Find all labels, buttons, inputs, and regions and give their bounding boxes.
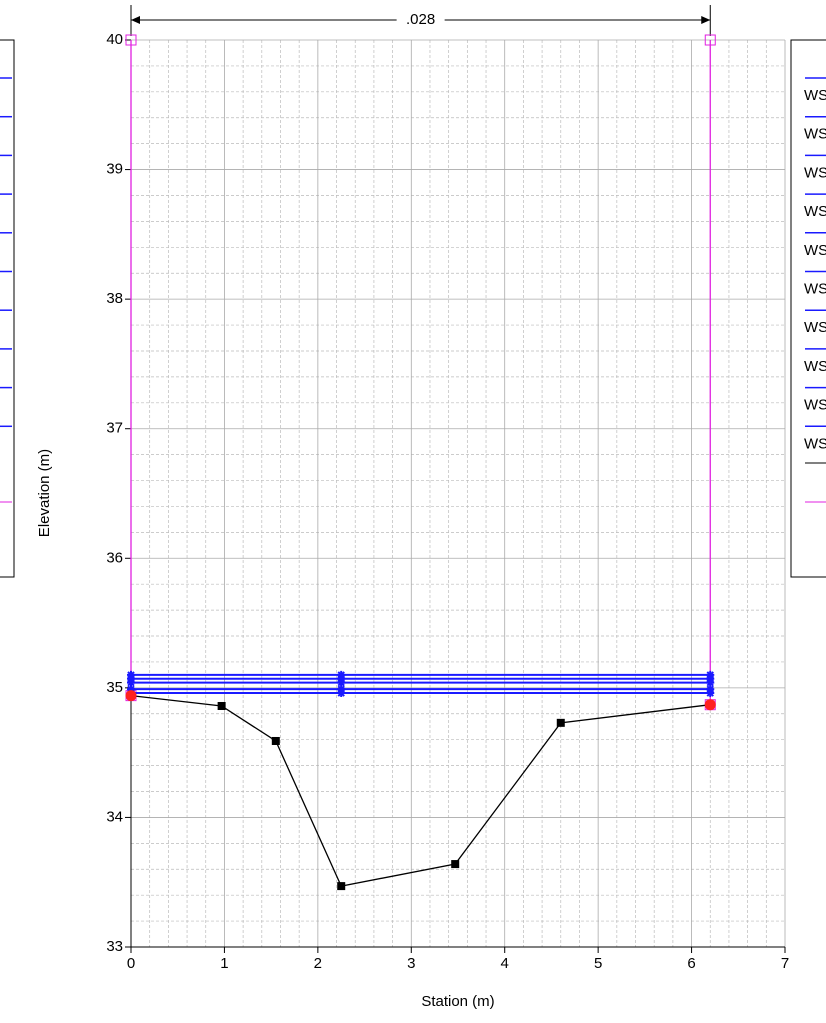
x-tick-label: 7	[781, 955, 789, 972]
x-tick-label: 0	[127, 955, 135, 972]
legend-label: WS	[804, 242, 826, 259]
point	[217, 701, 226, 710]
left-legend-box	[0, 39, 15, 578]
legend-label: WS	[804, 435, 826, 452]
x-tick-label: 6	[687, 955, 695, 972]
arrow-head	[701, 16, 711, 24]
legend-label: WS	[804, 87, 826, 104]
x-axis-label: Station (m)	[421, 993, 494, 1010]
point	[556, 718, 565, 727]
right-legend-box	[790, 39, 826, 578]
x-tick-label: 5	[594, 955, 602, 972]
point	[271, 736, 280, 745]
legend-label: WS	[804, 126, 826, 143]
x-tick-label: 4	[501, 955, 509, 972]
point	[706, 689, 715, 698]
point	[125, 34, 137, 46]
x-tick-label: 2	[314, 955, 322, 972]
point	[704, 699, 716, 711]
point	[337, 678, 346, 687]
point	[337, 689, 346, 698]
y-tick-label: 40	[106, 31, 123, 48]
point	[127, 678, 135, 687]
legend-label: WS	[804, 358, 826, 375]
legend-label: WS	[804, 319, 826, 336]
legend-label: WS	[804, 203, 826, 220]
point	[706, 678, 715, 687]
y-tick-label: 38	[106, 290, 123, 307]
y-tick-label: 34	[106, 808, 123, 825]
x-tick-label: 1	[220, 955, 228, 972]
y-tick-label: 39	[106, 161, 123, 178]
y-tick-label: 36	[106, 549, 123, 566]
legend-label: WS	[804, 164, 826, 181]
point	[337, 882, 346, 891]
x-tick-label: 3	[407, 955, 415, 972]
arrow-head	[131, 16, 140, 24]
point	[451, 860, 460, 869]
series-line	[130, 694, 711, 887]
point	[125, 690, 137, 702]
legend-label: WS	[804, 397, 826, 414]
annotation: .028	[406, 11, 435, 28]
y-tick-label: 37	[106, 420, 123, 437]
legend-label: WS	[804, 280, 826, 297]
point	[704, 34, 716, 46]
y-tick-label: 35	[106, 679, 123, 696]
y-tick-label: 33	[106, 938, 123, 955]
y-axis-label: Elevation (m)	[36, 449, 53, 537]
